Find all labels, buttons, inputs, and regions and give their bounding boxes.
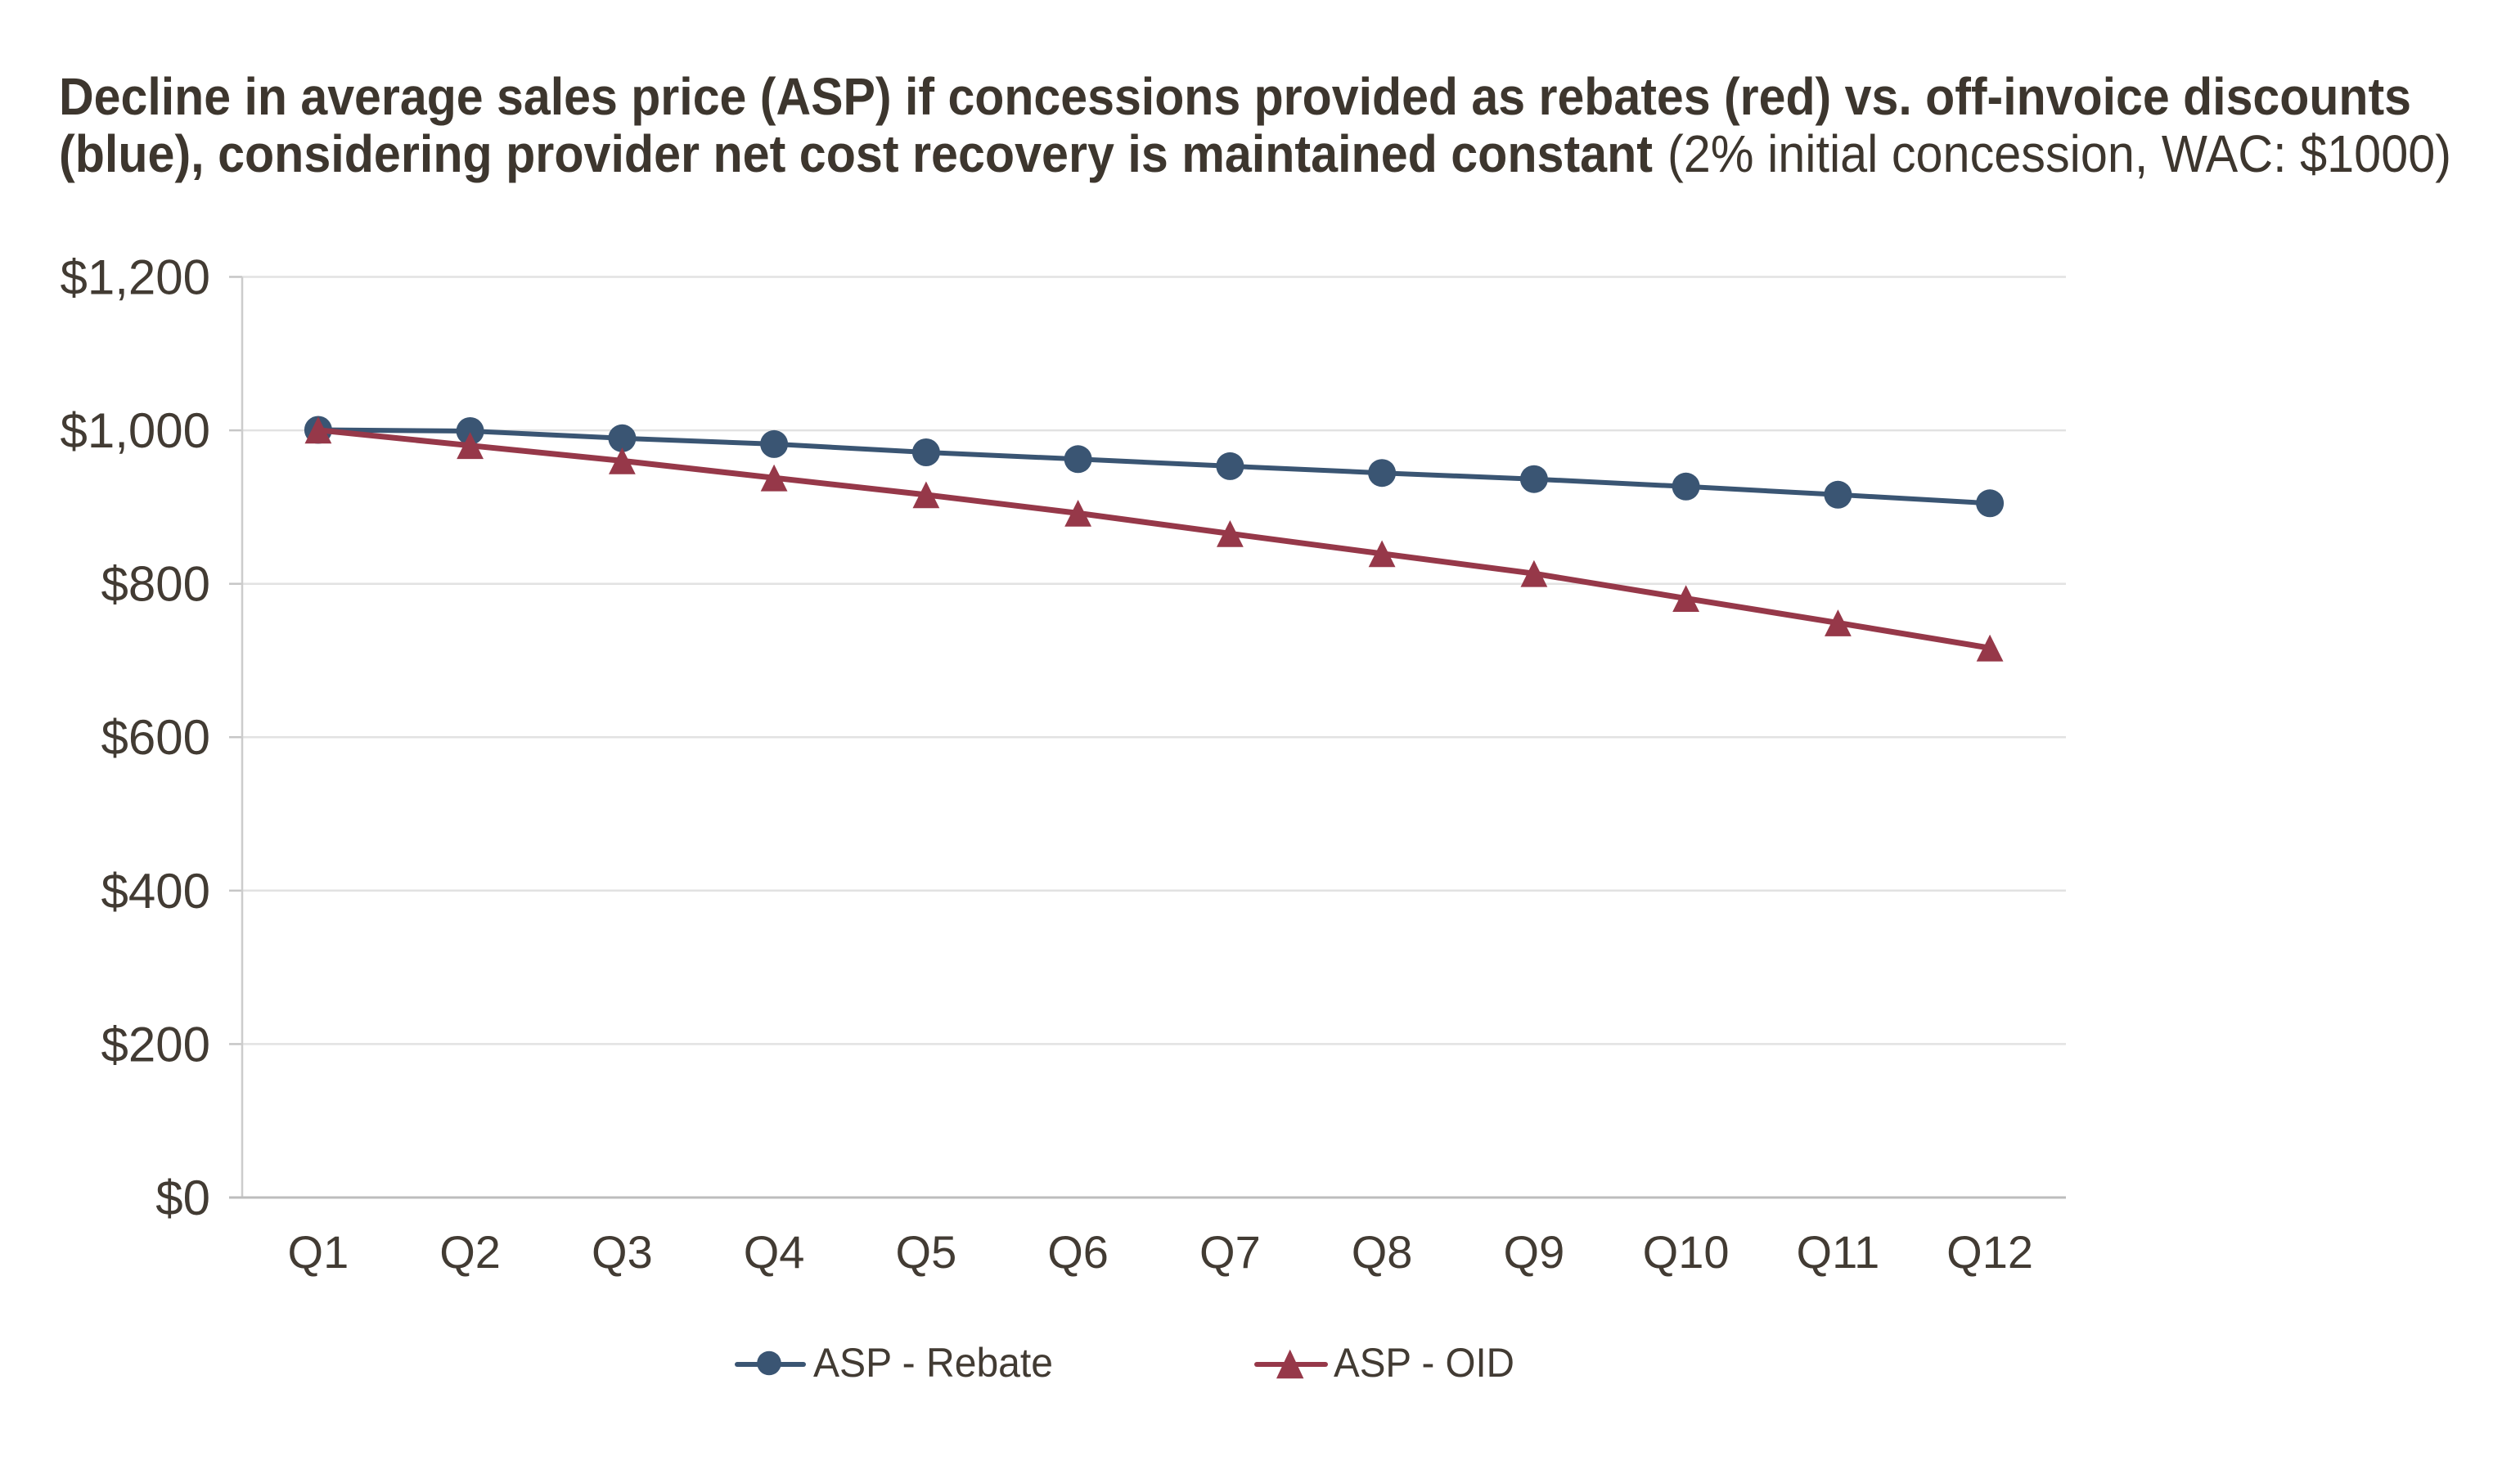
svg-text:Q9: Q9 [1504, 1226, 1565, 1278]
svg-text:Q5: Q5 [896, 1226, 957, 1278]
svg-text:$0: $0 [155, 1171, 210, 1225]
svg-text:Q3: Q3 [592, 1226, 653, 1278]
svg-text:Q8: Q8 [1352, 1226, 1413, 1278]
svg-text:Q11: Q11 [1797, 1226, 1880, 1278]
svg-text:$400: $400 [101, 864, 210, 919]
svg-text:Q10: Q10 [1643, 1226, 1730, 1278]
svg-text:Q1: Q1 [288, 1226, 349, 1278]
svg-text:$1,000: $1,000 [60, 403, 210, 458]
svg-text:(2% initial concession, WAC: $: (2% initial concession, WAC: $1000) [1667, 124, 2451, 183]
svg-text:$800: $800 [101, 557, 210, 612]
svg-text:$600: $600 [101, 710, 210, 765]
svg-text:$1,200: $1,200 [60, 250, 210, 305]
svg-text:ASP - OID: ASP - OID [1334, 1340, 1514, 1386]
svg-text:Q2: Q2 [439, 1226, 501, 1278]
svg-text:ASP - Rebate: ASP - Rebate [813, 1340, 1053, 1386]
svg-text:Decline in average sales price: Decline in average sales price (ASP) if … [59, 67, 2411, 126]
svg-text:Q6: Q6 [1047, 1226, 1109, 1278]
svg-text:Q7: Q7 [1199, 1226, 1261, 1278]
svg-text:(blue), considering provider n: (blue), considering provider net cost re… [59, 124, 1653, 183]
svg-text:$200: $200 [101, 1017, 210, 1072]
svg-text:Q12: Q12 [1946, 1226, 2033, 1278]
svg-text:Q4: Q4 [744, 1226, 805, 1278]
